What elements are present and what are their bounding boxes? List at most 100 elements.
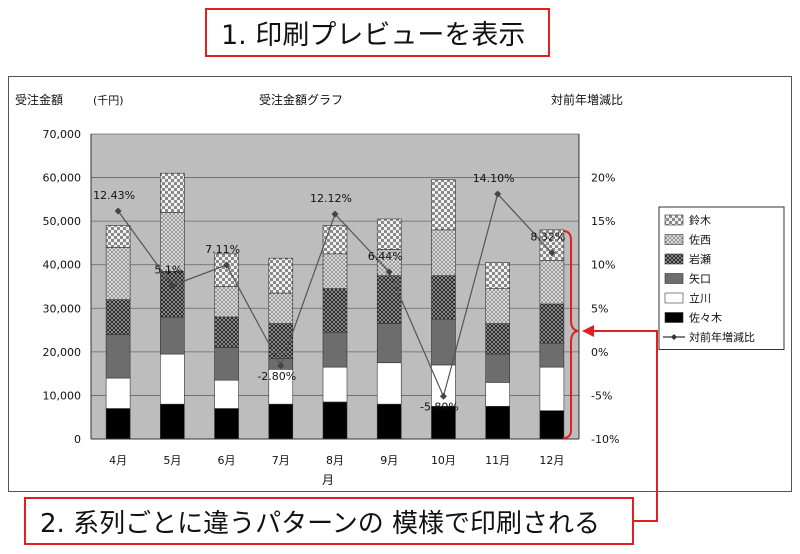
y2-tick-label: 5% [591, 302, 608, 315]
legend-swatch [664, 273, 684, 284]
legend-label: 矢口 [689, 272, 711, 286]
bar-segment-1 [214, 379, 239, 409]
bar-segment-5 [376, 218, 402, 250]
yoy-marker [168, 281, 176, 289]
bar-segment-4 [431, 229, 456, 276]
legend-line-marker [671, 334, 677, 340]
bar-segment-4 [268, 292, 294, 324]
yoy-data-label: -2.80% [257, 370, 296, 383]
bar-segment-5 [160, 172, 185, 213]
bar-segment-3 [322, 288, 348, 333]
bar-segment-0 [214, 408, 239, 440]
chart-title: 受注金額グラフ [259, 92, 343, 107]
bar-segment-1 [376, 362, 402, 405]
y-tick-label: 10,000 [43, 389, 82, 402]
x-tick-label: 9月 [380, 454, 398, 467]
bar-segment-4 [160, 212, 185, 272]
legend-swatch [664, 214, 684, 226]
bar-segment-2 [214, 347, 239, 381]
x-tick-label: 4月 [109, 454, 127, 467]
bar-segment-2 [160, 316, 185, 355]
yoy-marker [277, 362, 285, 370]
bar-segment-1 [105, 377, 131, 409]
bar-segment-3 [160, 270, 185, 318]
bar-segment-1 [485, 382, 510, 407]
bar-segment-0 [322, 401, 348, 440]
bar-segment-5 [105, 225, 131, 248]
bar-segment-0 [376, 403, 402, 440]
callout-step2: 2. 系列ごとに違うパターンの 模様で印刷される [24, 497, 634, 545]
chart: 受注金額 (千円) 受注金額グラフ 対前年増減比 月 0 -10% 10,000 -5… [15, 92, 785, 487]
y-tick-label: 50,000 [43, 215, 82, 228]
y-tick-label: 70,000 [43, 128, 82, 141]
bar-segment-0 [268, 403, 294, 440]
bar-segment-3 [539, 303, 565, 344]
yoy-marker [385, 268, 393, 276]
x-tick-label: 11月 [485, 454, 510, 467]
bar-segment-5 [268, 257, 294, 294]
x-tick-label: 12月 [539, 454, 564, 467]
legend-swatch [664, 253, 684, 265]
x-tick-label: 7月 [272, 454, 290, 467]
y2-tick-label: 20% [591, 172, 615, 185]
yoy-marker [223, 261, 231, 269]
bar-segment-1 [160, 353, 185, 405]
bar-segment-0 [539, 410, 565, 440]
legend-label: 佐西 [689, 233, 711, 247]
y-tick-label: 40,000 [43, 259, 82, 272]
y2-tick-label: 15% [591, 215, 615, 228]
bar-segment-5 [431, 179, 456, 231]
y-axis-unit: (千円) [93, 94, 124, 107]
yoy-marker [494, 190, 502, 198]
legend-label: 対前年増減比 [689, 330, 755, 344]
yoy-marker [114, 207, 122, 215]
bar-segment-0 [431, 406, 456, 440]
bar-segment-5 [322, 225, 348, 255]
yoy-data-label: 12.12% [310, 192, 352, 205]
x-axis-title: 月 [322, 473, 334, 487]
yoy-data-label: 7.11% [205, 243, 240, 256]
bar-segment-1 [322, 366, 348, 403]
bar-segment-4 [322, 253, 348, 289]
bar-segment-4 [485, 288, 510, 324]
bar-segment-2 [376, 323, 402, 364]
y2-tick-label: 10% [591, 259, 615, 272]
yoy-data-label: 5.1% [154, 263, 182, 276]
legend-label: 鈴木 [689, 213, 711, 227]
x-tick-label: 10月 [431, 454, 456, 467]
bar-segment-0 [160, 403, 185, 440]
chart-frame: 受注金額 (千円) 受注金額グラフ 対前年増減比 月 0 -10% 10,000 -5… [8, 76, 792, 492]
callout-step1: 1. 印刷プレビューを表示 [205, 8, 550, 57]
bar-segment-2 [322, 331, 348, 368]
legend-swatch [664, 292, 684, 304]
bar-segment-1 [268, 368, 294, 405]
x-tick-label: 5月 [163, 454, 181, 467]
yoy-data-label: 12.43% [93, 189, 135, 202]
bar-segment-2 [539, 342, 565, 368]
y2-tick-label: -10% [591, 433, 619, 446]
legend-swatch [664, 312, 684, 323]
x-tick-label: 8月 [326, 454, 344, 467]
yoy-data-label: 8.32% [530, 231, 565, 244]
legend-label: 岩瀬 [689, 252, 711, 266]
y-tick-label: 20,000 [43, 346, 82, 359]
y-axis-title: 受注金額 [15, 92, 63, 107]
bar-segment-0 [485, 406, 510, 440]
bar-segment-1 [539, 366, 565, 411]
x-tick-label: 6月 [218, 454, 236, 467]
bar-segment-4 [214, 286, 239, 318]
y-tick-label: 30,000 [43, 302, 82, 315]
bar-segment-5 [485, 262, 510, 289]
plot-area: 0 -10% 10,000 -5% 20,000 0% 30,000 5% 40,000 10% 5… [43, 128, 620, 467]
legend-label: 佐々木 [689, 311, 722, 325]
legend-label: 立川 [689, 291, 711, 305]
bar-segment-2 [431, 318, 456, 366]
bar-segment-0 [105, 408, 131, 440]
bar-segment-3 [105, 299, 131, 335]
bar-segment-2 [485, 353, 510, 383]
bar-segment-3 [214, 316, 239, 348]
yoy-marker [548, 249, 556, 257]
bar-segment-4 [539, 260, 565, 305]
y-tick-label: 60,000 [43, 172, 82, 185]
